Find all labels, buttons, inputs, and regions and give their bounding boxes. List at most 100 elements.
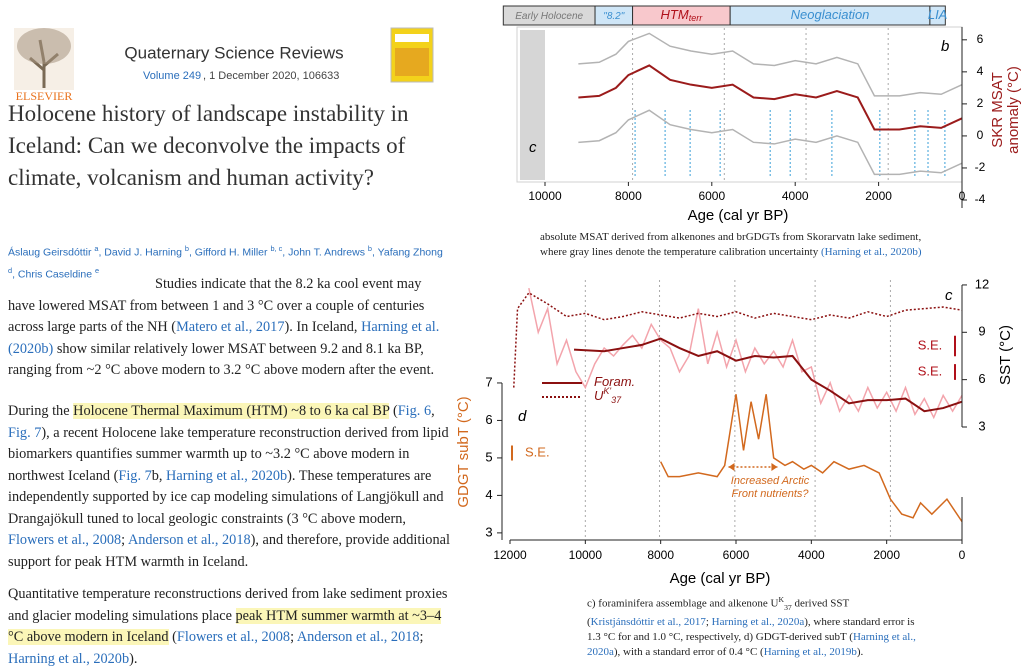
text-run: ). In Iceland,	[284, 319, 362, 335]
caption: c) foraminifera assemblage and alkenone …	[587, 592, 917, 660]
text-run: Quantitative temperature reconstructions…	[8, 586, 448, 624]
y-tick-label: 7	[485, 374, 492, 389]
series-line	[659, 394, 963, 523]
text-run: a	[94, 244, 99, 253]
link[interactable]: Harning et al., 2020a	[587, 630, 916, 658]
text-run: d	[8, 265, 13, 275]
text-run: ;	[290, 629, 297, 645]
link[interactable]: Fig. 7	[8, 424, 42, 441]
series-line	[528, 287, 963, 420]
logo-foliage	[17, 28, 71, 64]
text-part: HTM	[661, 7, 689, 22]
legend-label: Foram.	[594, 374, 635, 389]
y-axis-title: anomaly (°C)	[1005, 66, 1022, 154]
x-tick-label: 0	[959, 548, 966, 562]
cover-band	[395, 34, 429, 42]
text-run: ), a recent Holocene lake temperature re…	[8, 424, 449, 484]
y2-axis-title: SST (°C)	[997, 325, 1014, 385]
panel-label: c	[945, 287, 953, 304]
link[interactable]: Flowers et al., 2008	[8, 532, 122, 548]
text-run: ;	[705, 615, 712, 628]
link[interactable]: Fig. 7	[118, 467, 152, 484]
text-part: Neoglaciation	[791, 7, 870, 22]
text-run: During the	[8, 403, 74, 419]
y2-tick-label: 3	[978, 418, 985, 433]
text-run: ), and therefore, provide additional sup…	[8, 532, 450, 570]
journal-name: Quaternary Science Reviews	[124, 43, 343, 62]
period-label: "8.2"	[603, 11, 624, 22]
y2-tick-label: 6	[978, 371, 985, 386]
link[interactable]: Kristjánsdóttir et al., 2017	[590, 615, 706, 628]
shaded-range	[519, 30, 545, 180]
period-band	[929, 5, 946, 26]
paragraph: Quantitative temperature reconstructions…	[8, 584, 450, 669]
x-tick-label: 0	[959, 189, 966, 203]
link[interactable]: Harning et al., 2020b	[8, 650, 130, 667]
text-run: ,	[431, 403, 435, 419]
series-line	[573, 337, 963, 413]
y-tick-label: -4	[975, 192, 986, 206]
text-run: b, c	[270, 244, 283, 253]
series-line	[578, 64, 963, 131]
link[interactable]: Fig. 6	[397, 403, 432, 419]
caption: absolute MSAT derived from alkenones and…	[540, 230, 930, 259]
publisher: ELSEVIER	[16, 89, 73, 103]
annotation: Increased Arctic	[731, 475, 810, 487]
text-run: , Gifford H. Miller	[188, 246, 271, 259]
x-tick-label: 2000	[865, 189, 892, 203]
link[interactable]: Flowers et al., 2008	[176, 629, 291, 645]
text-run: , David J. Harning	[98, 246, 185, 259]
x-tick-label: 2000	[873, 548, 900, 562]
paragraph: During the Holocene Thermal Maximum (HTM…	[8, 401, 450, 573]
x-axis-title: Age (cal yr BP)	[688, 207, 789, 224]
text-run: Áslaug Geirsdóttir	[8, 246, 95, 259]
series-line	[578, 32, 963, 97]
text-run: ), where standard error is 1.3 °C for an…	[587, 615, 915, 643]
x-tick-label: 6000	[723, 548, 750, 562]
link[interactable]: Harning et al. (2020b)	[8, 319, 440, 357]
y-tick-label: 2	[977, 96, 984, 110]
text-part: terr	[689, 13, 704, 23]
article-title: Holocene history of landscape instabilit…	[8, 101, 409, 190]
y2-tick-label: 12	[975, 276, 989, 291]
text-part: U	[594, 388, 604, 403]
link[interactable]: Anderson et al., 2018	[296, 629, 420, 645]
issue-info: , 1 December 2020, 106633	[203, 70, 339, 82]
text-run: ). These temperatures are independently …	[8, 467, 444, 527]
link[interactable]: Anderson et al., 2018	[127, 532, 251, 548]
cover	[390, 27, 434, 83]
text-run: , Yafang Zhong	[371, 246, 443, 259]
text-part: Foram.	[594, 374, 635, 389]
text-run: (	[168, 629, 177, 645]
y-tick-label: 3	[485, 524, 492, 539]
period-label: Neoglaciation	[791, 7, 870, 22]
text-run: Studies indicate that the 8.2 ka cool ev…	[8, 276, 425, 335]
x-tick-label: 6000	[698, 189, 725, 203]
text-part: LIA	[928, 7, 948, 22]
shade-label: c	[529, 139, 537, 156]
y2-tick-label: 9	[978, 324, 985, 339]
text-run: c) foraminifera assemblage and alkenone …	[587, 597, 779, 610]
x-tick-label: 8000	[647, 548, 674, 562]
elsevier-logo: ELSEVIER	[14, 28, 74, 103]
link[interactable]: (Harning et al., 2020b)	[821, 245, 922, 258]
text-part: Early Holocene	[515, 11, 583, 22]
text-run: ).	[856, 645, 864, 658]
y-tick-label: 0	[977, 128, 984, 142]
x-tick-label: 10000	[528, 189, 562, 203]
link[interactable]: Harning et al., 2019b	[763, 645, 857, 658]
y-axis-title: GDGT subT (°C)	[455, 396, 472, 507]
x-tick-label: 12000	[493, 548, 527, 562]
link[interactable]: Matero et al., 2017	[176, 319, 285, 335]
link[interactable]: Harning et al., 2020a	[711, 615, 805, 628]
arrow-head	[728, 463, 778, 471]
y-tick-label: 6	[977, 32, 984, 46]
link[interactable]: Harning et al., 2020b	[166, 467, 288, 484]
volume: Volume 249	[143, 70, 201, 82]
panel-label: b	[941, 38, 949, 55]
text-run: K	[778, 595, 785, 604]
text-run: , Chris Caseldine	[12, 268, 95, 280]
error-label: S.E.	[918, 337, 943, 352]
x-tick-label: 10000	[569, 548, 603, 562]
